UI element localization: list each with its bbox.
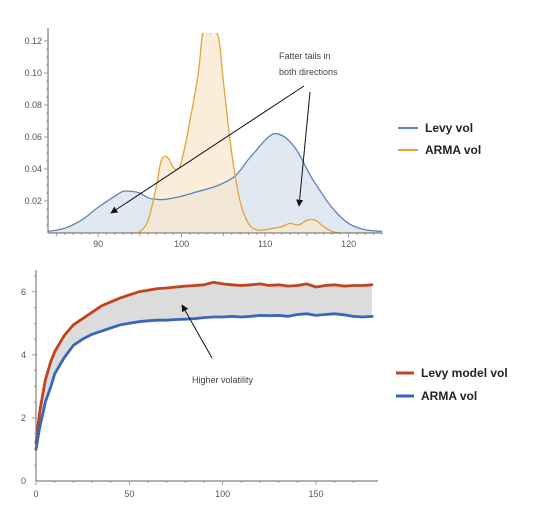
y-tick-label: 0.04 xyxy=(24,164,42,174)
annotation-arrow-left xyxy=(110,85,305,214)
y-tick-label: 0.10 xyxy=(24,68,42,78)
y-tick-label: 0.06 xyxy=(24,132,42,142)
x-tick-label: 150 xyxy=(308,489,323,499)
volatility-axes: 0 50 100 150 0 2 4 6 xyxy=(21,270,378,499)
volatility-legend: Levy model vol ARMA vol xyxy=(396,366,508,403)
annotation-line-1: Fatter tails in xyxy=(279,51,331,61)
y-tick-label: 2 xyxy=(21,413,26,423)
legend-label-arma-vol-2: ARMA vol xyxy=(421,389,477,403)
annotation-arrow-right xyxy=(296,91,311,207)
series-line-levy-vol xyxy=(48,132,382,233)
series-line-arma-vol xyxy=(34,312,374,451)
series-fill-levy-vol xyxy=(48,133,382,233)
legend-label-arma-vol: ARMA vol xyxy=(425,143,481,157)
x-tick-label: 120 xyxy=(341,239,356,249)
series-line-levy-model-vol xyxy=(34,280,374,445)
y-tick-label: 0.12 xyxy=(24,36,42,46)
y-tick-label: 0 xyxy=(21,476,26,486)
x-tick-label: 50 xyxy=(124,489,134,499)
legend-label-levy-model-vol: Levy model vol xyxy=(421,366,508,380)
legend-label-levy-vol: Levy vol xyxy=(425,121,473,135)
annotation-arrow-volatility xyxy=(181,304,213,359)
y-tick-label: 4 xyxy=(21,350,26,360)
density-axes: 90 100 110 120 0.02 0.04 0.06 0.08 0.10 0.12 xyxy=(24,28,383,249)
x-tick-label: 100 xyxy=(215,489,230,499)
x-tick-label: 0 xyxy=(33,489,38,499)
series-fill-arma-vol xyxy=(48,33,382,233)
y-tick-label: 6 xyxy=(21,287,26,297)
volatility-annotation: Higher volatility xyxy=(181,304,254,385)
x-tick-label: 110 xyxy=(258,239,272,249)
annotation-higher-volatility: Higher volatility xyxy=(192,375,254,385)
y-tick-label: 0.02 xyxy=(24,196,42,206)
x-tick-label: 100 xyxy=(174,239,189,249)
volatility-plot-area xyxy=(34,280,374,451)
density-plot-area xyxy=(48,33,382,233)
series-line-arma-vol xyxy=(48,33,382,233)
volatility-chart: 0 50 100 150 0 2 4 6 Higher volatility Levy mod… xyxy=(21,270,508,499)
density-legend: Levy vol ARMA vol xyxy=(398,121,481,157)
y-tick-label: 0.08 xyxy=(24,100,42,110)
annotation-line-2: both directions xyxy=(279,67,338,77)
density-annotation: Fatter tails in both directions xyxy=(110,51,338,214)
density-chart: 90 100 110 120 0.02 0.04 0.06 0.08 0.10 0.12 Fatt… xyxy=(24,28,481,249)
volatility-gap-band xyxy=(36,282,372,450)
x-tick-label: 90 xyxy=(93,239,103,249)
